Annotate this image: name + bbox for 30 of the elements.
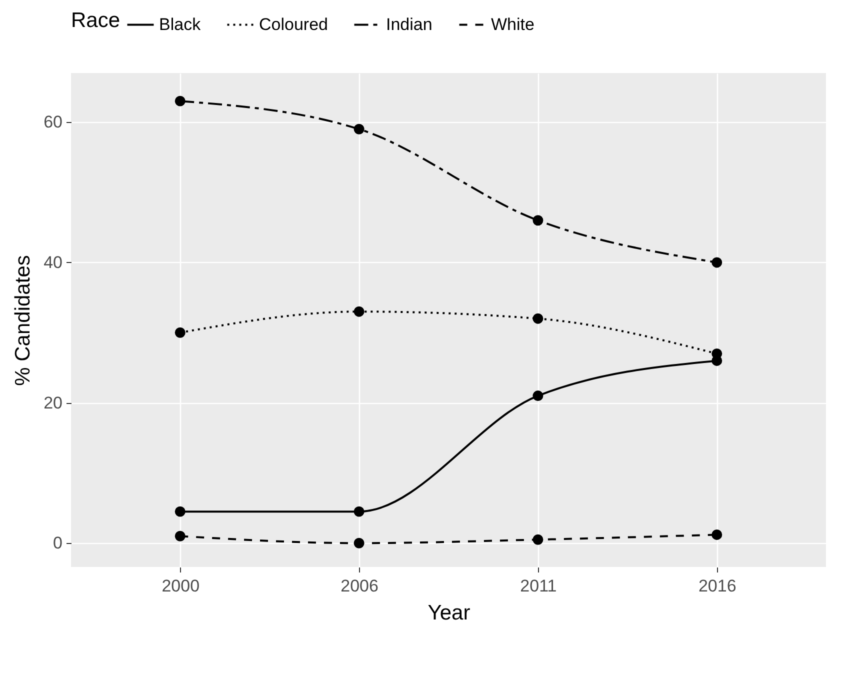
point — [174, 506, 186, 517]
y-tick-label: 20 — [44, 393, 62, 412]
point — [174, 327, 186, 338]
legend-label: Black — [159, 14, 202, 34]
y-tick-label: 60 — [44, 112, 62, 132]
point — [712, 257, 722, 268]
point — [532, 390, 544, 402]
x-tick-label: 2006 — [340, 576, 378, 596]
point — [712, 529, 722, 540]
point — [354, 124, 364, 134]
legend-label: Coloured — [259, 14, 328, 34]
y-tick-label: 40 — [44, 252, 62, 272]
point — [532, 215, 544, 226]
point — [354, 506, 364, 517]
legend-label: Indian — [386, 14, 432, 34]
x-tick-label: 2011 — [520, 576, 557, 596]
point — [354, 538, 364, 548]
x-tick-label: 2000 — [162, 576, 200, 596]
y-tick-label: 0 — [53, 534, 62, 553]
legend-label: White — [491, 14, 534, 34]
point — [532, 534, 544, 545]
x-axis-title: Year — [428, 602, 470, 624]
x-tick-label: 2016 — [698, 576, 736, 596]
point — [354, 306, 364, 317]
point — [712, 348, 722, 359]
point — [174, 96, 186, 106]
legend-title: Race — [71, 9, 120, 32]
y-axis-title: % Candidates — [12, 255, 35, 386]
point — [532, 313, 544, 324]
point — [174, 530, 186, 542]
